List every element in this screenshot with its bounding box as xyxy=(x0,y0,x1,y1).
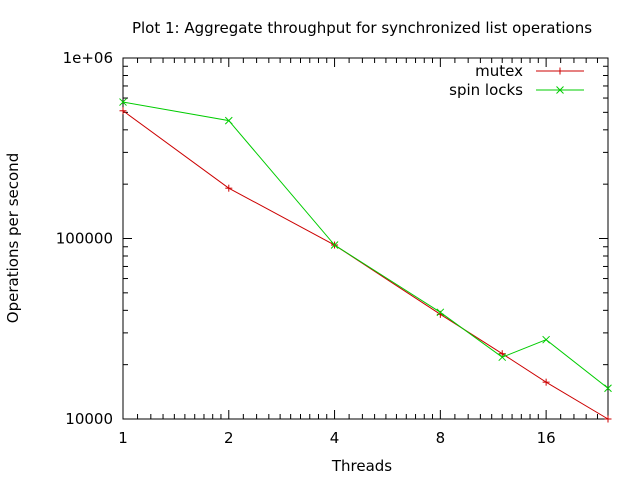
y-tick-label: 1e+06 xyxy=(63,49,113,67)
data-point-spin-locks xyxy=(542,335,550,344)
y-tick-label: 100000 xyxy=(56,230,113,248)
x-axis-label: Threads xyxy=(331,457,392,475)
data-point-spin-locks xyxy=(436,308,445,317)
series-layer xyxy=(119,98,612,423)
legend-marker-mutex xyxy=(556,67,564,75)
data-point-spin-locks xyxy=(224,116,233,125)
data-point-spin-locks-stroke xyxy=(604,384,612,393)
x-tick-label: 2 xyxy=(224,429,234,447)
data-point-spin-locks-stroke xyxy=(119,98,127,106)
data-point-spin-locks-stroke xyxy=(224,116,233,125)
legend-marker-spin-locks-stroke xyxy=(556,86,564,94)
x-tick-label: 1 xyxy=(118,429,128,447)
data-point-spin-locks-stroke xyxy=(498,353,507,362)
chart-title: Plot 1: Aggregate throughput for synchro… xyxy=(132,19,592,37)
legend-label-spin-locks: spin locks xyxy=(449,81,523,99)
legend-label-mutex: mutex xyxy=(475,62,523,80)
y-axis: 10000 100000 1e+06 xyxy=(56,49,608,428)
data-point-spin-locks-stroke xyxy=(330,241,339,249)
data-point-spin-locks-stroke xyxy=(542,335,550,344)
y-axis-label: Operations per second xyxy=(4,153,22,323)
data-point-spin-locks-stroke xyxy=(436,308,445,317)
data-point-spin-locks xyxy=(604,384,612,393)
data-point-spin-locks xyxy=(498,353,507,362)
plot-border xyxy=(122,57,609,420)
data-point-mutex xyxy=(119,107,127,115)
data-point-mutex xyxy=(225,184,233,192)
data-point-spin-locks xyxy=(330,241,339,249)
legend-marker-spin-locks xyxy=(556,86,564,94)
x-tick-label: 8 xyxy=(436,429,446,447)
x-tick-label: 4 xyxy=(330,429,340,447)
data-point-spin-locks xyxy=(119,98,127,106)
data-point-mutex xyxy=(604,415,612,423)
data-point-mutex xyxy=(542,378,550,386)
y-tick-label: 10000 xyxy=(65,410,113,428)
x-axis: 1 2 4 8 16 xyxy=(118,58,609,447)
x-tick-label: 16 xyxy=(537,429,556,447)
data-point-mutex xyxy=(498,350,506,358)
series-line-spin-locks xyxy=(122,101,609,389)
